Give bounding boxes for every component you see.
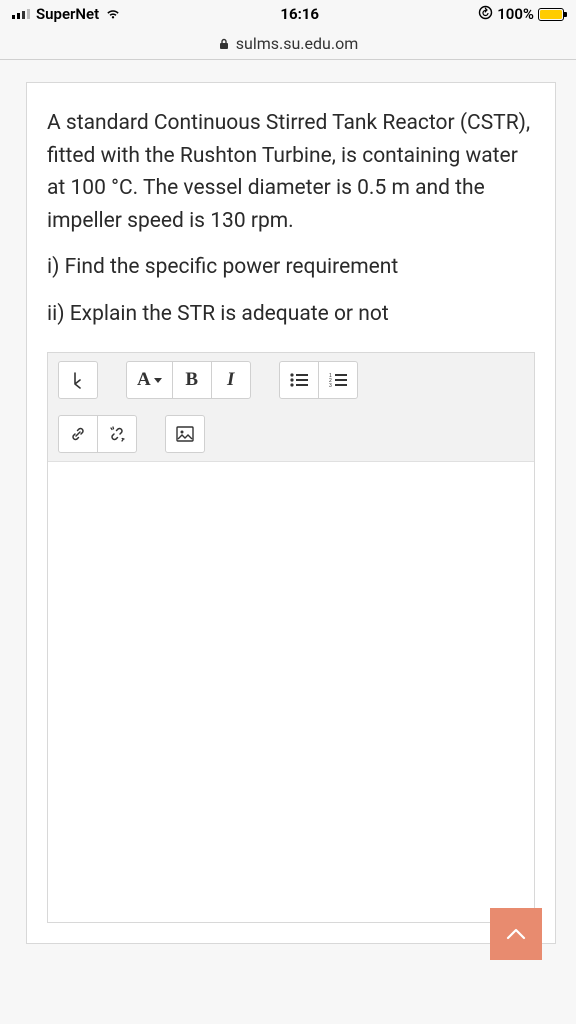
toggle-toolbar-button[interactable]	[58, 361, 98, 399]
question-part-i: i) Find the specific power requirement	[47, 251, 535, 284]
link-button[interactable]	[58, 415, 98, 453]
orientation-lock-icon	[478, 5, 493, 24]
status-right: 100%	[478, 5, 564, 24]
browser-url-text: sulms.su.edu.om	[236, 34, 358, 53]
editor-textarea[interactable]	[48, 462, 534, 922]
bullet-list-icon	[290, 373, 308, 387]
status-time: 16:16	[280, 5, 319, 23]
scroll-to-top-button[interactable]	[490, 908, 542, 960]
chevron-up-icon	[505, 927, 527, 941]
font-size-button[interactable]: A	[126, 361, 173, 399]
image-button[interactable]	[165, 415, 205, 453]
question-paragraph-1: A standard Continuous Stirred Tank React…	[47, 107, 535, 237]
signal-icon	[12, 9, 30, 19]
numbered-list-button[interactable]: 1 2 3	[318, 361, 358, 399]
status-bar: SuperNet 16:16 100%	[0, 0, 576, 28]
list-group: 1 2 3	[279, 361, 358, 399]
carrier-label: SuperNet	[36, 5, 99, 23]
unlink-icon	[108, 425, 126, 443]
question-card: A standard Continuous Stirred Tank React…	[26, 82, 556, 944]
bold-button[interactable]: B	[172, 361, 212, 399]
editor-toolbar: A B I	[48, 353, 534, 462]
link-group	[58, 415, 137, 453]
browser-url-bar[interactable]: sulms.su.edu.om	[0, 28, 576, 60]
question-text: A standard Continuous Stirred Tank React…	[47, 107, 535, 330]
bullet-list-button[interactable]	[279, 361, 319, 399]
numbered-list-icon: 1 2 3	[329, 373, 347, 387]
rich-text-editor: A B I	[47, 352, 535, 923]
svg-text:3: 3	[329, 383, 332, 387]
status-left: SuperNet	[12, 5, 121, 23]
wifi-icon	[105, 8, 121, 20]
italic-button[interactable]: I	[211, 361, 251, 399]
question-part-ii: ii) Explain the STR is adequate or not	[47, 298, 535, 331]
image-icon	[176, 426, 194, 442]
link-icon	[69, 425, 87, 443]
chevron-down-icon	[154, 378, 162, 383]
font-group: A B I	[126, 361, 251, 399]
page-content: A standard Continuous Stirred Tank React…	[0, 60, 576, 954]
font-label: A	[137, 369, 151, 391]
lock-icon	[218, 37, 230, 51]
unlink-button[interactable]	[97, 415, 137, 453]
battery-icon	[538, 8, 564, 21]
battery-percent: 100%	[497, 5, 534, 23]
arrow-down-right-icon	[71, 371, 85, 389]
